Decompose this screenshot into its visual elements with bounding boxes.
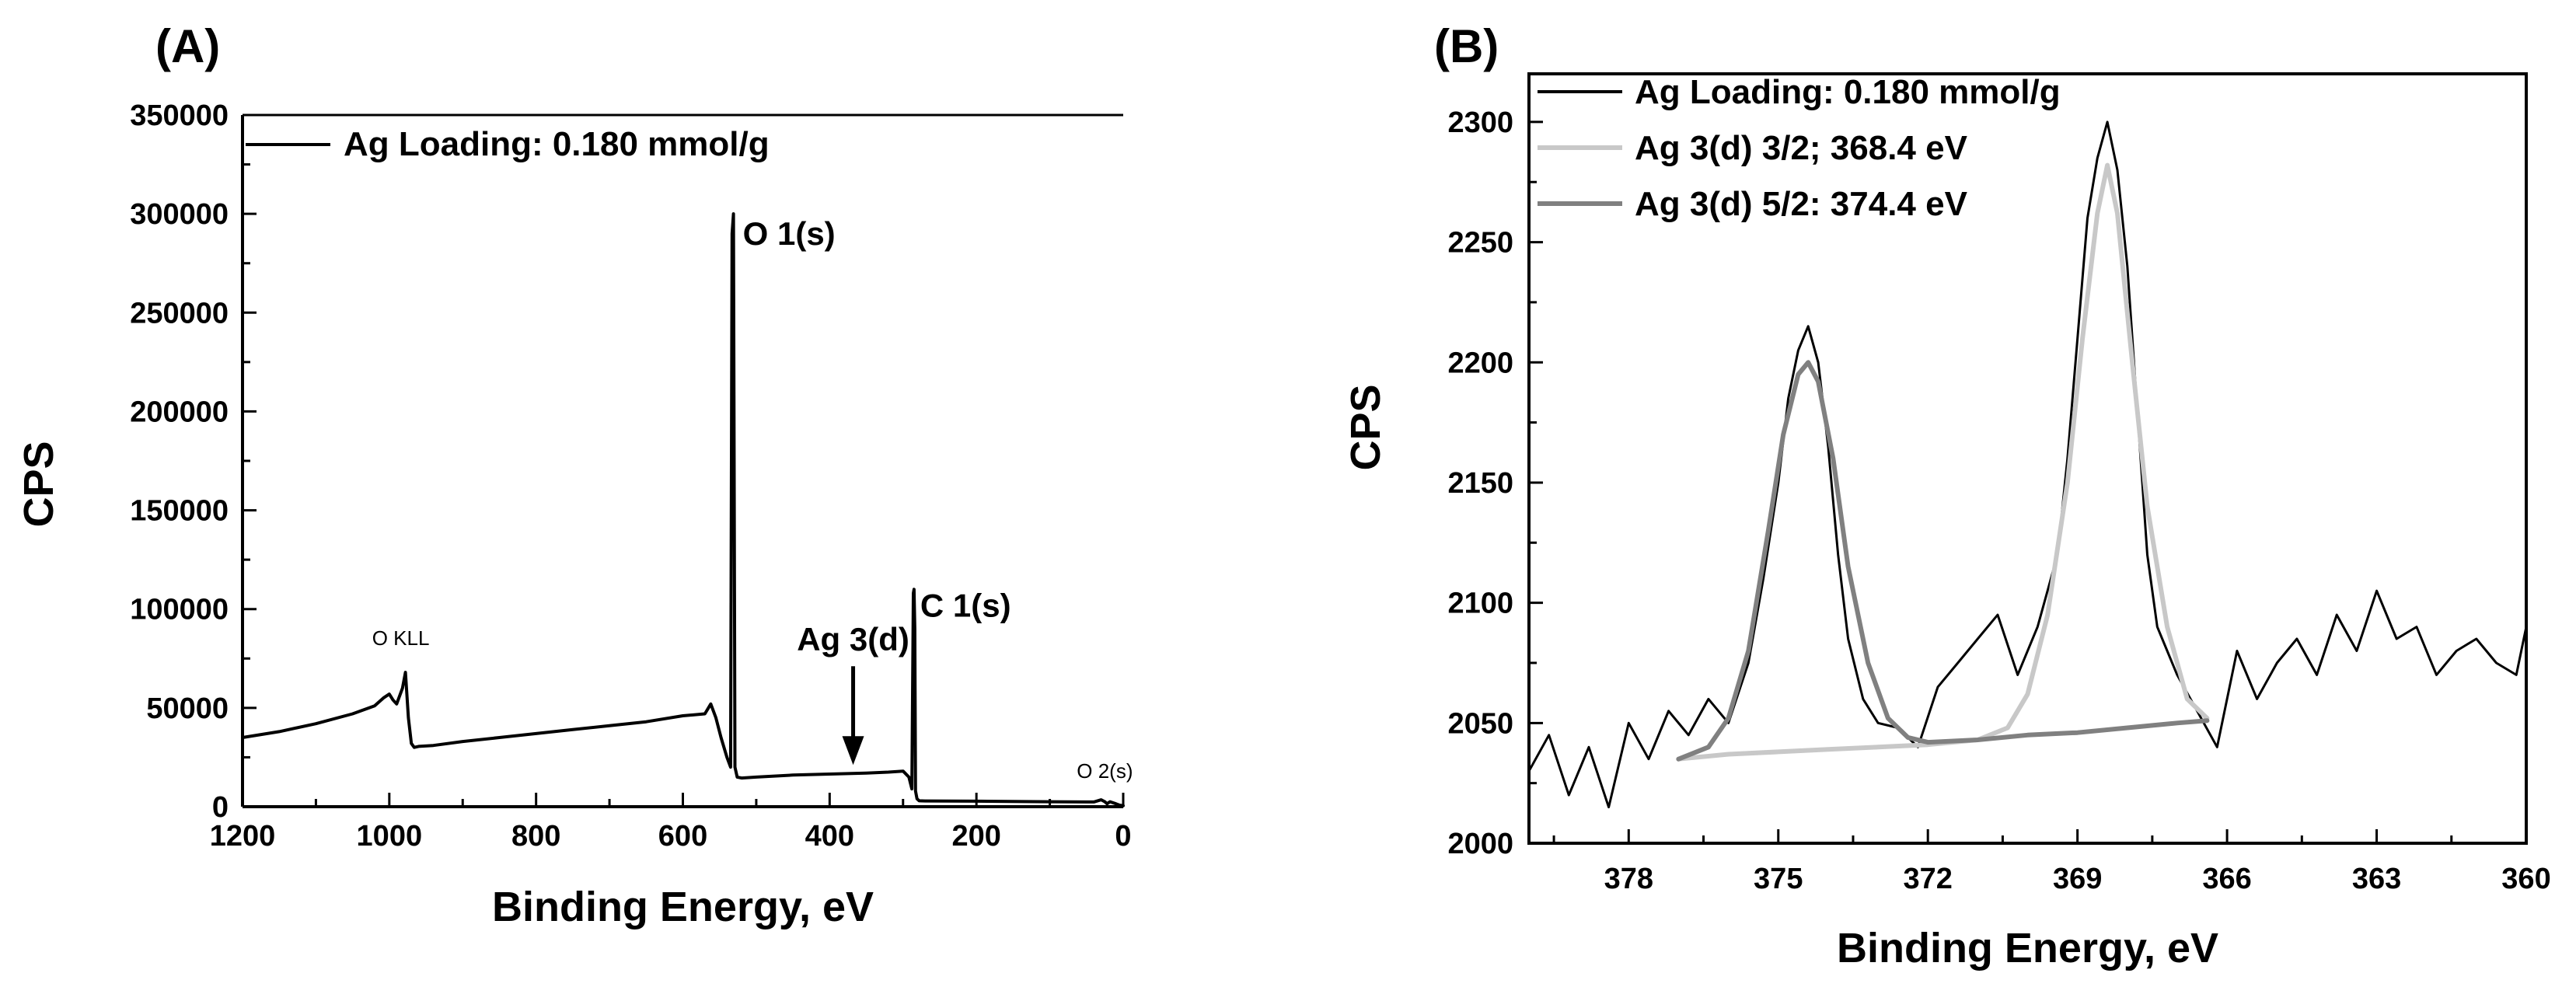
- panel-a-x-tick-label: 400: [805, 820, 854, 853]
- panel-b-series-measured: [1527, 120, 2528, 809]
- panel-a-y-tick-label: 100000: [130, 594, 229, 626]
- panel-b-x-axis-title: Binding Energy, eV: [1837, 925, 2218, 971]
- panel-b-legend-label-2: Ag 3(d) 5/2: 374.4 eV: [1635, 185, 1968, 223]
- panel-b-legend-label-1: Ag 3(d) 3/2; 368.4 eV: [1635, 129, 1968, 167]
- panel-b-x-tick-label: 372: [1903, 863, 1952, 895]
- panel-b-x-tick-label: 360: [2501, 863, 2550, 895]
- panel-a-y-tick-label: 350000: [130, 99, 229, 132]
- chart-panel-b: (B) 378 375 372 369 366 363 360 2000 2050 2100 215…: [1342, 20, 2551, 971]
- panel-a-y-tick-label: 50000: [146, 692, 229, 725]
- panel-a-y-axis-title: CPS: [16, 441, 62, 527]
- panel-a-annotation: O 1(s): [743, 215, 836, 252]
- panel-a-x-tick-label: 800: [511, 820, 560, 853]
- panel-b-x-tick-label: 366: [2202, 863, 2251, 895]
- panel-b-y-tick-label: 2100: [1447, 588, 1513, 620]
- panel-a-label: (A): [155, 20, 220, 72]
- panel-a-x-tick-label: 1000: [357, 820, 423, 853]
- panel-a-legend-label: Ag Loading: 0.180 mmol/g: [344, 125, 770, 163]
- panel-a-y-tick-label: 250000: [130, 297, 229, 330]
- panel-a-x-tick-label: 1200: [210, 820, 276, 853]
- panel-a-x-axis-title: Binding Energy, eV: [492, 884, 874, 930]
- panel-b-frame: [1527, 72, 2528, 845]
- panel-b-legend-label-0: Ag Loading: 0.180 mmol/g: [1635, 73, 2061, 111]
- panel-b-x-tick-label: 363: [2352, 863, 2401, 895]
- panel-b-plot: [1527, 72, 2528, 845]
- panel-a-annotations: O 1(s) C 1(s) Ag 3(d) O KLL O 2(s): [372, 215, 1133, 783]
- panel-b-y-tick-label: 2050: [1447, 707, 1513, 740]
- panel-b-y-tick-label: 2300: [1447, 106, 1513, 139]
- panel-a-x-tick-label: 200: [951, 820, 1000, 853]
- panel-b-x-tick-label: 375: [1754, 863, 1803, 895]
- chart-panel-a: (A) 1200 1000 800 600 400 200 0 0 50000 100000 150…: [16, 20, 1133, 930]
- panel-a-ticks: 1200 1000 800 600 400 200 0 0 50000 100000 150000 2…: [130, 99, 1131, 853]
- panel-b-label: (B): [1434, 20, 1499, 72]
- panel-a-plot: [241, 113, 1125, 808]
- panel-b-x-tick-label: 378: [1604, 863, 1653, 895]
- panel-a-annotation-arrow-head: [842, 736, 864, 766]
- panel-a-annotation: C 1(s): [920, 587, 1011, 623]
- panel-b-y-tick-label: 2250: [1447, 227, 1513, 260]
- panel-b-legend: Ag Loading: 0.180 mmol/g Ag 3(d) 3/2; 36…: [1538, 73, 2061, 223]
- panel-a-annotation: O 2(s): [1077, 759, 1133, 783]
- panel-b-x-tick-label: 369: [2053, 863, 2102, 895]
- panel-b-y-tick-label: 2150: [1447, 467, 1513, 500]
- panel-a-y-tick-label: 150000: [130, 495, 229, 528]
- panel-a-y-tick-label: 0: [212, 791, 229, 824]
- panel-b-y-tick-label: 2200: [1447, 347, 1513, 379]
- panel-b-y-axis-title: CPS: [1342, 384, 1389, 470]
- panel-b-series-ag3d52-fit: [1676, 360, 2210, 762]
- panel-a-annotation: Ag 3(d): [797, 621, 909, 657]
- panel-a-x-tick-label: 0: [1115, 820, 1131, 853]
- panel-a-annotation: O KLL: [372, 626, 430, 650]
- panel-b-y-tick-label: 2000: [1447, 828, 1513, 860]
- panel-a-y-tick-label: 300000: [130, 198, 229, 231]
- panel-a-series-line: [241, 212, 1125, 807]
- panel-a-legend: Ag Loading: 0.180 mmol/g: [246, 125, 770, 163]
- panel-a-y-tick-label: 200000: [130, 396, 229, 428]
- panel-b-ticks: 378 375 372 369 366 363 360 2000 2050 2100 2150 220…: [1447, 106, 2550, 895]
- panel-b-series-ag3d32-fit: [1676, 162, 2210, 762]
- panel-a-x-tick-label: 600: [658, 820, 707, 853]
